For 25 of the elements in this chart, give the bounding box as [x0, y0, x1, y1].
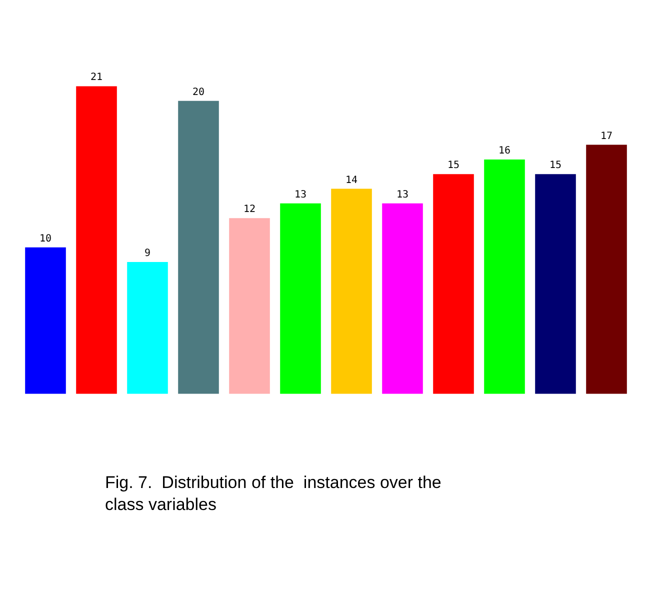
bar: [280, 203, 321, 394]
bar: [433, 174, 474, 394]
bar: [178, 100, 219, 394]
data-label: 9: [144, 248, 151, 260]
data-label: 15: [549, 160, 562, 172]
data-label: 20: [192, 86, 205, 98]
bar: [535, 174, 576, 394]
bar: [331, 188, 372, 394]
data-label: 21: [90, 72, 103, 84]
data-label: 12: [243, 204, 256, 216]
data-label: 16: [498, 145, 511, 156]
bar: [127, 262, 168, 394]
data-label: 13: [294, 189, 307, 200]
data-label: 13: [396, 189, 409, 200]
bar: [25, 247, 66, 394]
caption: Fig. 7. Distribution of the instances over the class variables: [105, 473, 442, 514]
data-label: 15: [447, 160, 460, 172]
bar: [382, 203, 423, 394]
bar: [484, 159, 525, 394]
bar: [229, 218, 270, 394]
data-label: 17: [600, 130, 613, 142]
bar: [76, 86, 117, 394]
data-label: 14: [345, 174, 358, 186]
bar: [586, 144, 627, 394]
data-label: 10: [39, 233, 52, 244]
